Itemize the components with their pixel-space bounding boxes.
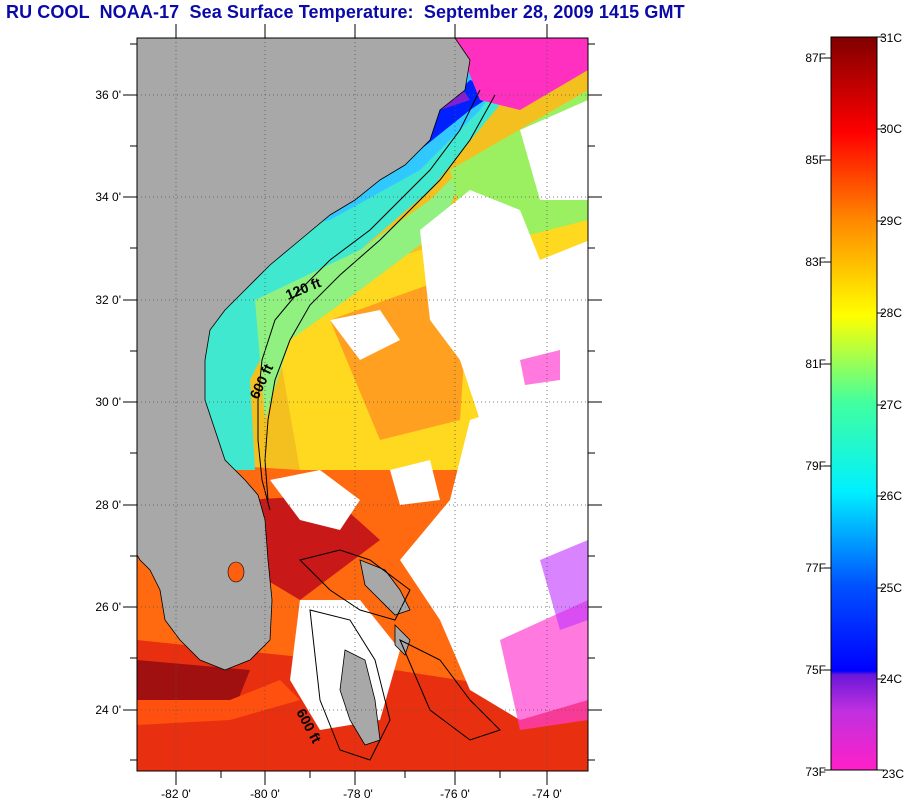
latitude-labels: 36 0' 34 0' 32 0' 30 0' 28 0' 26 0' 24 0…	[95, 88, 121, 717]
lon-label: -74 0'	[532, 787, 562, 801]
colorbar-f-label: 81F	[805, 357, 826, 371]
colorbar-f-label: 85F	[805, 153, 826, 167]
land-mass	[137, 38, 471, 746]
colorbar-c-label: 31C	[880, 31, 902, 45]
lat-label: 32 0'	[95, 293, 121, 307]
colorbar-f-label: 75F	[805, 663, 826, 677]
lon-label: -78 0'	[343, 787, 373, 801]
colorbar-c-label: 27C	[880, 398, 902, 412]
lat-label: 24 0'	[95, 703, 121, 717]
lat-label: 28 0'	[95, 498, 121, 512]
colorbar-c-label: 26C	[880, 489, 902, 503]
colorbar-c-label: 25C	[880, 581, 902, 595]
colorbar-f-label: 87F	[805, 51, 826, 65]
bathymetry-contours	[257, 89, 501, 761]
lon-label: -80 0'	[250, 787, 280, 801]
color-bar-gradient	[830, 36, 878, 771]
lat-label: 30 0'	[95, 395, 121, 409]
lat-label: 34 0'	[95, 190, 121, 204]
lat-label: 36 0'	[95, 88, 121, 102]
colorbar-c-label: 28C	[880, 306, 902, 320]
colorbar-f-label: 83F	[805, 255, 826, 269]
map-title: RU COOL NOAA-17 Sea Surface Temperature:…	[6, 2, 685, 22]
longitude-labels: -82 0' -80 0' -78 0' -76 0' -74 0'	[161, 787, 562, 801]
colorbar-f-label: 77F	[805, 561, 826, 575]
colorbar-c-label: 29C	[880, 214, 902, 228]
map-frame	[136, 37, 589, 772]
colorbar-f-label: 79F	[805, 459, 826, 473]
lon-label: -82 0'	[161, 787, 191, 801]
noise-speckles	[500, 350, 588, 730]
axis-ticks	[123, 24, 602, 785]
map-area: 120 ft 600 ft 600 ft	[137, 38, 588, 771]
lake-okeechobee	[227, 561, 245, 583]
colorbar-f-label: 73F	[805, 765, 826, 779]
lon-label: -76 0'	[440, 787, 470, 801]
color-bar: 87F 85F 83F 81F 79F 77F 75F 73F 31C 30C …	[805, 31, 904, 781]
colorbar-c-label: 23C	[882, 767, 904, 781]
lat-label: 26 0'	[95, 600, 121, 614]
colorbar-c-label: 30C	[880, 122, 902, 136]
colorbar-c-label: 24C	[880, 672, 902, 686]
